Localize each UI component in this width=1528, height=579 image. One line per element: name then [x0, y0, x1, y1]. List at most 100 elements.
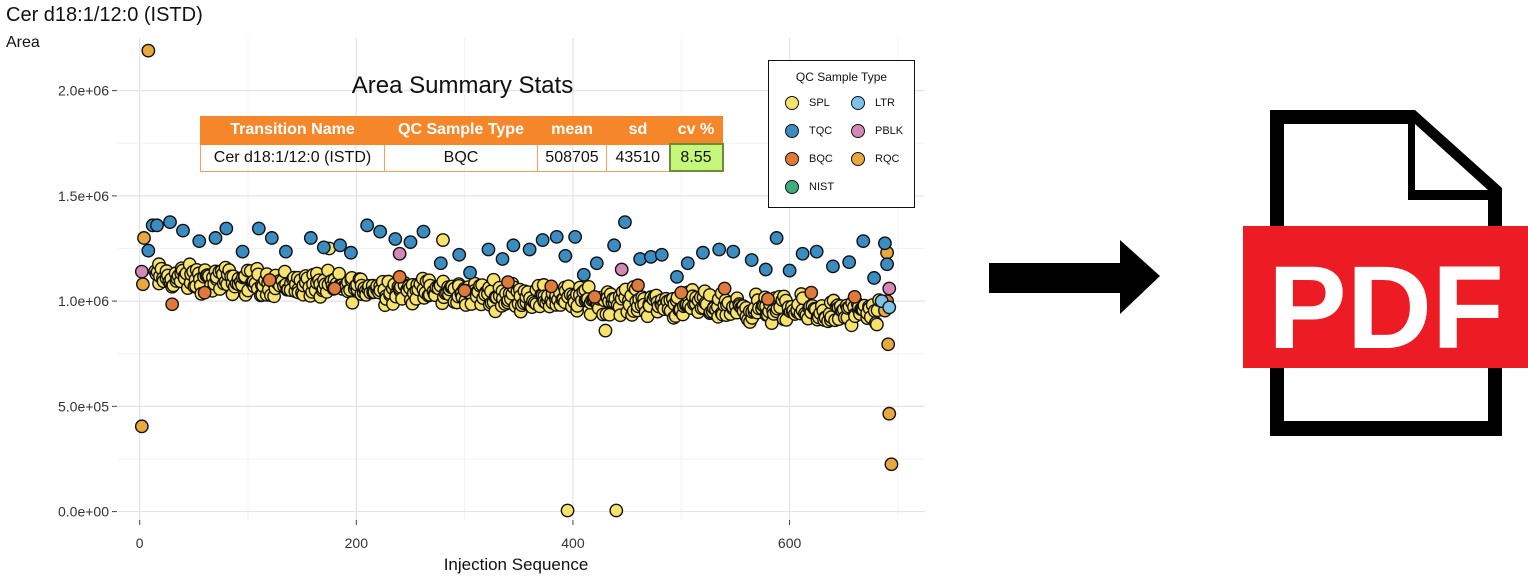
point-tqc: [141, 243, 156, 258]
point-tqc: [264, 231, 279, 245]
point-tqc: [506, 238, 521, 253]
header-transition-name: Transition Name: [200, 116, 385, 145]
point-spl: [436, 233, 450, 247]
point-tqc: [680, 256, 695, 271]
point-tqc: [618, 215, 632, 230]
point-rqc: [141, 43, 156, 58]
pdf-file-icon: PDF: [1243, 110, 1528, 436]
point-bqc: [262, 273, 277, 287]
legend-label: NIST: [809, 181, 835, 193]
point-bqc: [165, 297, 180, 312]
point-tqc: [433, 256, 448, 271]
legend-swatch: [851, 124, 865, 138]
point-bqc: [674, 285, 689, 300]
point-tqc: [463, 265, 477, 280]
point-tqc: [373, 224, 388, 239]
cell-qc-sample-type: BQC: [384, 143, 538, 172]
point-tqc: [878, 236, 892, 251]
y-tick-label: 5.0e+05: [58, 398, 109, 414]
right-arrow-icon: [989, 240, 1160, 314]
point-bqc: [717, 281, 732, 296]
legend-title: QC Sample Type: [795, 70, 888, 84]
point-tqc: [842, 255, 857, 270]
x-tick-label: 600: [778, 535, 802, 551]
point-tqc: [343, 245, 358, 260]
point-tqc: [856, 234, 871, 249]
point-bqc: [761, 292, 775, 306]
point-tqc: [360, 218, 375, 233]
point-tqc: [758, 262, 773, 277]
x-axis-label: Injection Sequence: [444, 555, 589, 574]
legend: QC Sample Type SPL LTR TQC PBLK BQC RQC …: [768, 60, 915, 208]
cell-mean: 508705: [537, 143, 607, 172]
point-tqc: [549, 230, 564, 244]
x-tick-label: 200: [345, 535, 369, 551]
point-tqc: [654, 247, 669, 262]
point-tqc: [826, 259, 840, 274]
header-qc-sample-type: QC Sample Type: [384, 116, 538, 145]
point-rqc: [884, 457, 899, 472]
table-row: Cer d18:1/12:0 (ISTD) BQC 508705 43510 8…: [200, 143, 724, 172]
point-tqc: [522, 242, 537, 257]
legend-label: RQC: [875, 153, 900, 165]
point-tqc: [163, 215, 177, 230]
point-tqc: [769, 231, 784, 245]
point-tqc: [208, 231, 223, 245]
point-tqc: [333, 238, 347, 253]
point-bqc: [804, 285, 819, 300]
header-cv: cv %: [669, 116, 723, 145]
y-axis-label: Area: [6, 34, 40, 51]
point-rqc: [137, 231, 151, 245]
point-tqc: [316, 240, 331, 255]
point-bqc: [631, 278, 645, 293]
point-tqc: [251, 221, 266, 236]
cell-cv: 8.55: [668, 143, 724, 172]
header-sd: sd: [606, 116, 670, 145]
point-tqc: [416, 224, 431, 239]
header-mean: mean: [537, 116, 607, 145]
point-spl: [869, 317, 884, 332]
point-rqc: [881, 337, 896, 352]
point-tqc: [219, 221, 234, 236]
point-tqc: [150, 218, 164, 233]
point-tqc: [558, 248, 573, 263]
y-tick-label: 1.5e+06: [58, 188, 109, 204]
y-tick-label: 1.0e+06: [58, 293, 109, 309]
point-tqc: [795, 246, 810, 261]
cell-transition-name: Cer d18:1/12:0 (ISTD): [200, 143, 385, 172]
legend-swatch: [851, 96, 865, 110]
legend-swatch: [851, 152, 865, 166]
point-tqc: [696, 245, 710, 260]
point-tqc: [607, 238, 622, 253]
point-tqc: [744, 253, 759, 267]
cell-sd: 43510: [606, 143, 670, 172]
summary-title: Area Summary Stats: [351, 72, 574, 99]
point-tqc: [568, 230, 583, 244]
point-tqc: [576, 267, 591, 282]
point-spl: [609, 503, 624, 518]
point-tqc: [192, 234, 207, 249]
legend-label: SPL: [809, 97, 830, 109]
point-tqc: [452, 247, 467, 262]
point-bqc: [457, 283, 472, 298]
point-tqc: [481, 242, 496, 257]
point-tqc: [782, 263, 797, 278]
point-tqc: [403, 235, 418, 250]
point-bqc: [392, 269, 407, 284]
point-ltr: [882, 300, 897, 315]
point-tqc: [278, 244, 293, 259]
point-tqc: [235, 244, 250, 259]
legend-label: BQC: [809, 153, 833, 165]
chart-title: Cer d18:1/12:0 (ISTD): [6, 4, 203, 26]
summary-stats-table: Transition Name QC Sample Type mean sd c…: [200, 116, 724, 172]
point-tqc: [303, 231, 318, 245]
pdf-label: PDF: [1268, 242, 1504, 374]
point-spl: [345, 295, 360, 310]
point-tqc: [867, 271, 881, 285]
point-bqc: [501, 275, 515, 290]
data-points: [134, 43, 899, 518]
point-bqc: [587, 289, 602, 304]
point-tqc: [495, 252, 510, 266]
axes: 0 200 400 600 0.0e+00 5.0e+05 1.0e+06 1.5e+06 2.…: [58, 83, 801, 551]
point-pblk: [392, 246, 407, 261]
